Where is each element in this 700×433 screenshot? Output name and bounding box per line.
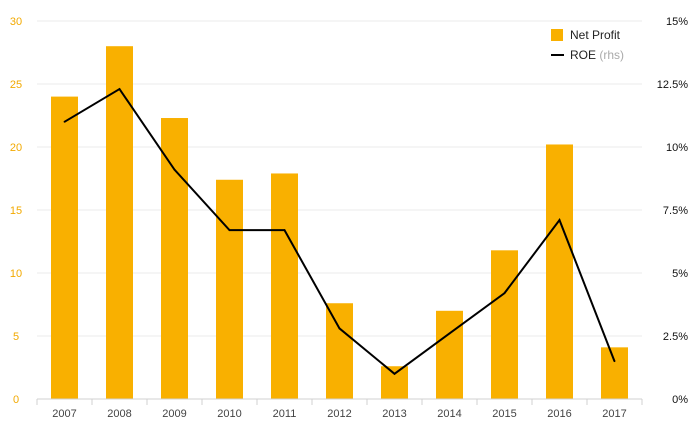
x-tick-label: 2014 (437, 408, 461, 420)
roe-point (558, 219, 561, 221)
grid-lines (37, 20, 642, 337)
roe-line-layer (63, 87, 616, 376)
roe-point (393, 372, 396, 375)
roe-point (118, 88, 121, 90)
legend-label-roe-name: ROE (570, 48, 596, 62)
y-left-tick-label: 30 (10, 16, 22, 28)
y-right-tick-label: 15% (666, 16, 688, 28)
bar-net-profit (271, 173, 298, 399)
x-tick-label: 2008 (107, 408, 131, 420)
roe-point (173, 168, 176, 171)
bar-net-profit (491, 250, 518, 399)
roe-point (283, 229, 286, 232)
x-tick-label: 2016 (547, 408, 571, 420)
bar-net-profit (106, 46, 133, 399)
y-left-tick-label: 0 (13, 394, 19, 406)
x-tick-label: 2013 (382, 408, 406, 420)
y-right-tick-label: 5% (672, 268, 688, 280)
x-tick-label: 2012 (327, 408, 351, 420)
x-tick-label: 2009 (162, 408, 186, 420)
y-right-tick-label: 12.5% (657, 79, 688, 91)
roe-point (613, 360, 616, 363)
bar-net-profit (51, 96, 78, 399)
y-right-tick-label: 0% (672, 394, 688, 406)
roe-point (338, 327, 341, 330)
legend-label-net-profit: Net Profit (570, 28, 621, 42)
legend-label-roe-suffix: (rhs) (599, 48, 624, 62)
bar-net-profit (601, 347, 628, 399)
y-left-tick-label: 10 (10, 268, 22, 280)
x-tick-label: 2010 (217, 408, 241, 420)
bar-net-profit (161, 118, 188, 400)
roe-point (63, 120, 66, 123)
x-tick-label: 2015 (492, 408, 516, 420)
y-left-tick-label: 5 (13, 331, 19, 343)
bar-net-profit (436, 310, 463, 399)
y-right-tick-label: 10% (666, 142, 688, 154)
x-tick-label: 2007 (52, 408, 76, 420)
y-left-tick-label: 20 (10, 142, 22, 154)
bar-net-profit (216, 179, 243, 399)
axes: 0 0% 5 2.5% 10 5% 15 7.5% 20 10% 25 12.5% 30 15% 2007 2… (10, 16, 688, 420)
y-right-tick-label: 7.5% (663, 205, 688, 217)
y-left-tick-label: 15 (10, 205, 22, 217)
y-right-tick-label: 2.5% (663, 331, 688, 343)
roe-point (448, 332, 451, 335)
y-left-tick-label: 25 (10, 79, 22, 91)
bar-net-profit (381, 366, 408, 399)
legend-swatch-net-profit (551, 29, 563, 41)
x-tick-label: 2011 (273, 408, 297, 420)
bar-net-profit (546, 144, 573, 399)
legend: Net Profit ROE (rhs) (551, 28, 624, 62)
x-tick-label: 2017 (602, 408, 626, 420)
bar-net-profit (326, 303, 353, 399)
roe-point (228, 229, 231, 232)
legend-label-roe: ROE (rhs) (570, 48, 624, 62)
net-profit-bars (51, 46, 628, 400)
roe-point (503, 292, 506, 295)
